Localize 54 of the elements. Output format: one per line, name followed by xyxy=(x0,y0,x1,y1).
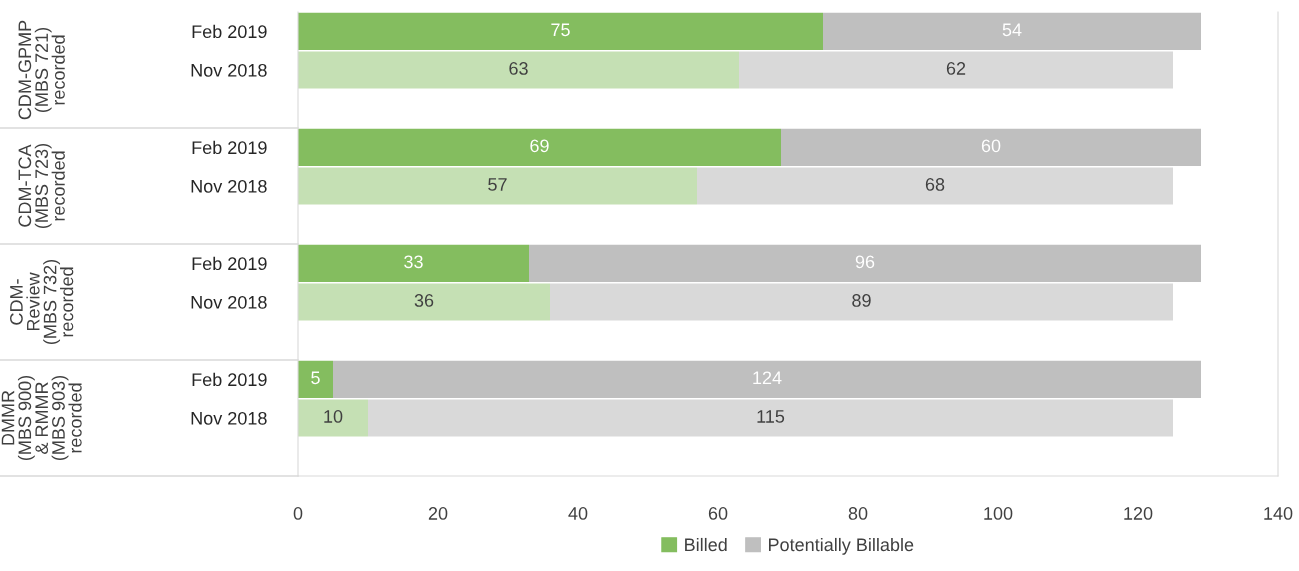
bar xyxy=(739,51,1173,89)
y-tick-label: Feb 2019 xyxy=(192,372,267,387)
data-label: 89 xyxy=(852,294,871,307)
data-label: 62 xyxy=(946,62,966,75)
data-label: 69 xyxy=(530,139,549,153)
legend-label: Billed xyxy=(685,537,727,552)
data-label: 75 xyxy=(551,23,570,37)
text: CDM-GPMP (MBS 721) recorded xyxy=(18,20,65,120)
data-label: 68 xyxy=(925,178,945,191)
text: CDM-TCA (MBS 723) recorded xyxy=(18,143,65,229)
y-tick-label: Nov 2018 xyxy=(191,411,267,425)
x-tick-label: 60 xyxy=(708,507,728,520)
x-tick-label: 0 xyxy=(293,507,303,520)
bar xyxy=(529,244,1201,282)
bar xyxy=(298,360,333,398)
text: CDM- Review (MBS 732) recorded xyxy=(10,259,74,345)
y-tick-label: Feb 2019 xyxy=(192,140,267,155)
bar xyxy=(550,283,1173,321)
x-tick-label: 20 xyxy=(428,507,448,520)
legend-label: Potentially Billable xyxy=(768,537,914,555)
y-tick-label: Nov 2018 xyxy=(191,63,267,77)
data-label: 115 xyxy=(757,410,785,423)
bar xyxy=(298,51,739,89)
y-tick-label: Feb 2019 xyxy=(192,24,267,39)
y-tick-label: Feb 2019 xyxy=(192,256,267,271)
data-label: 57 xyxy=(488,178,507,191)
data-label: 60 xyxy=(981,139,1001,153)
y-tick-label: Nov 2018 xyxy=(191,295,267,309)
data-label: 36 xyxy=(414,294,434,307)
text: DMMR (MBS 900) & RMMR (MBS 903) recorded xyxy=(1,375,82,461)
data-label: 10 xyxy=(324,410,343,423)
data-label: 54 xyxy=(1002,23,1022,37)
x-tick-label: 140 xyxy=(1264,507,1293,520)
data-label: 33 xyxy=(404,255,423,269)
data-label: 5 xyxy=(311,371,320,385)
data-label: 63 xyxy=(509,62,528,75)
bar xyxy=(333,360,1201,398)
data-label: 96 xyxy=(855,255,875,269)
bar xyxy=(298,244,529,282)
bar xyxy=(781,128,1201,166)
x-tick-label: 80 xyxy=(848,507,868,520)
bar xyxy=(697,167,1173,205)
bar xyxy=(298,128,781,166)
bar xyxy=(823,12,1201,50)
x-tick-label: 40 xyxy=(568,507,588,520)
data-label: 124 xyxy=(753,371,782,384)
bar xyxy=(298,399,368,437)
y-tick-label: Nov 2018 xyxy=(191,179,267,193)
bar xyxy=(298,12,823,50)
bar xyxy=(298,283,550,321)
bar xyxy=(298,167,697,205)
x-tick-label: 100 xyxy=(984,507,1013,520)
x-tick-label: 120 xyxy=(1124,507,1153,520)
bar xyxy=(368,399,1173,437)
